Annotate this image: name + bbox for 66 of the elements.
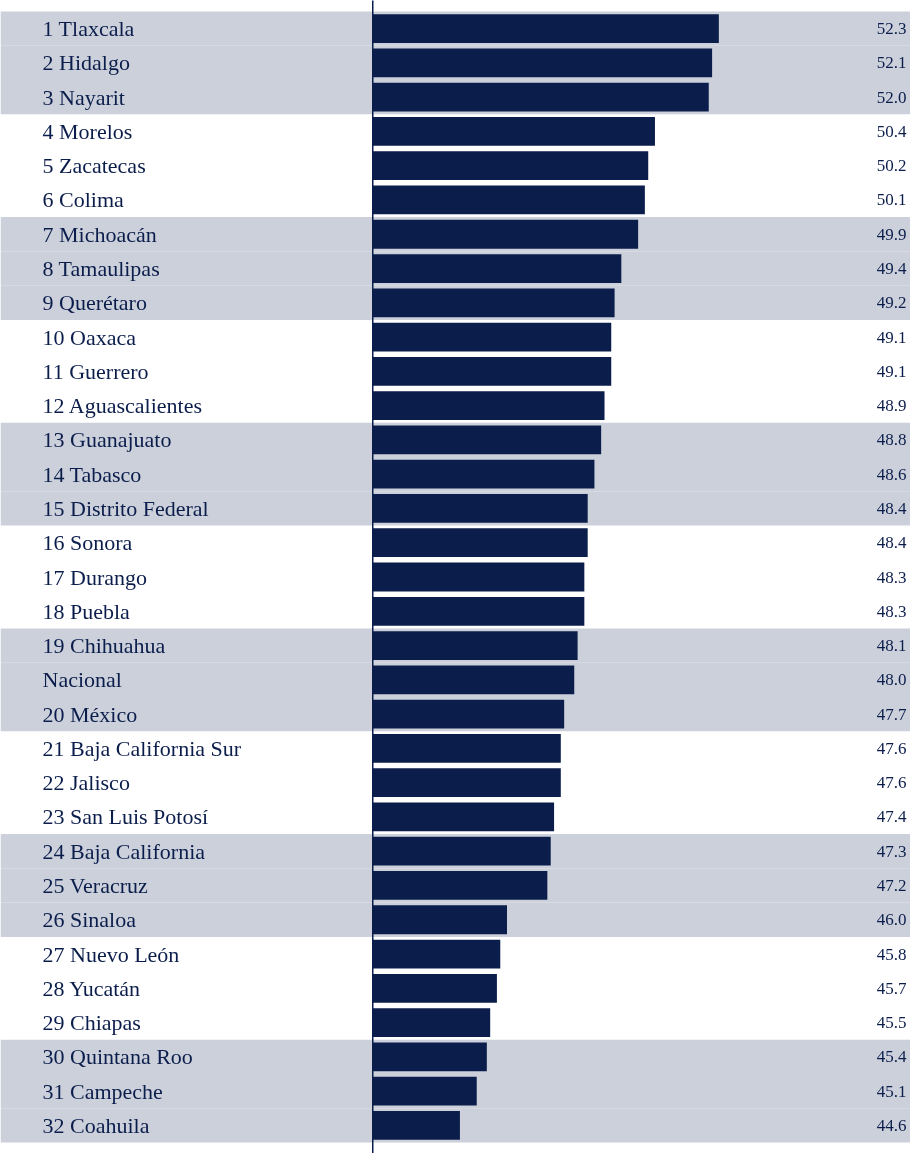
y-tick-label: 5 Zacatecas [42,153,146,179]
data-label: 48.3 [876,567,907,587]
data-label: 50.2 [876,156,907,176]
y-tick-label: 26 Sinaloa [42,907,137,933]
data-label: 48.8 [876,430,907,450]
data-label: 48.0 [876,670,907,690]
data-label: 49.1 [876,327,907,347]
data-label: 52.0 [876,87,907,107]
data-label: 49.1 [876,361,907,381]
data-label: 52.3 [876,19,907,39]
y-tick-label: 31 Campeche [42,1078,163,1104]
data-label: 46.0 [876,910,907,930]
y-tick-label: 13 Guanajuato [42,427,172,453]
data-label: 49.9 [876,224,907,244]
y-tick-label: 2 Hidalgo [42,50,130,76]
data-label: 47.6 [876,738,907,758]
data-label: 47.3 [876,841,907,861]
data-label: 45.5 [876,1013,907,1033]
data-label: 48.4 [876,533,907,553]
y-tick-label: 10 Oaxaca [42,324,137,350]
data-label: 48.1 [876,636,907,656]
y-tick-label: 27 Nuevo León [42,941,180,967]
data-label: 45.8 [876,944,907,964]
data-label: 48.9 [876,396,907,416]
y-tick-label: 28 Yucatán [42,975,141,1001]
y-tick-label: 7 Michoacán [42,221,157,247]
y-tick-label: 19 Chihuahua [42,633,166,659]
y-tick-label: 32 Coahuila [42,1112,150,1138]
y-tick-label: 29 Chiapas [42,1010,141,1036]
data-label: 50.1 [876,190,907,210]
data-label: 48.4 [876,498,907,518]
y-tick-label: 14 Tabasco [42,461,142,487]
data-label: 47.2 [876,875,907,895]
y-tick-label: 23 San Luis Potosí [42,804,209,830]
y-tick-label: 22 Jalisco [42,770,130,796]
data-label: 48.3 [876,601,907,621]
y-tick-label: 12 Aguascalientes [42,393,202,419]
y-tick-label: 16 Sonora [42,530,133,556]
data-label: 45.7 [876,978,907,998]
y-tick-label: 3 Nayarit [42,84,125,110]
data-label: 47.7 [876,704,907,724]
y-tick-label: 24 Baja California [42,838,206,864]
data-label: 48.6 [876,464,907,484]
data-label: 50.4 [876,121,907,141]
y-tick-label: 11 Guerrero [42,358,149,384]
data-label: 44.6 [876,1115,907,1135]
data-label: 45.1 [876,1081,907,1101]
data-label: 49.4 [876,259,907,279]
y-tick-label: 17 Durango [42,564,147,590]
y-tick-label: 4 Morelos [42,118,133,144]
data-label: 49.2 [876,293,907,313]
data-label: 52.1 [876,53,907,73]
y-tick-label: 18 Puebla [42,598,131,624]
y-tick-label: Nacional [42,667,122,693]
y-tick-label: 9 Querétaro [42,290,147,316]
y-tick-label: 21 Baja California Sur [42,735,242,761]
data-label: 45.4 [876,1047,907,1067]
y-tick-label: 8 Tamaulipas [42,256,160,282]
y-tick-label: 25 Veracruz [42,872,148,898]
data-label: 47.6 [876,773,907,793]
y-tick-label: 30 Quintana Roo [42,1044,193,1070]
y-tick-label: 15 Distrito Federal [42,495,209,521]
y-tick-label: 1 Tlaxcala [42,16,135,42]
data-label: 47.4 [876,807,907,827]
y-tick-label: 20 México [42,701,138,727]
y-tick-label: 6 Colima [42,187,125,213]
